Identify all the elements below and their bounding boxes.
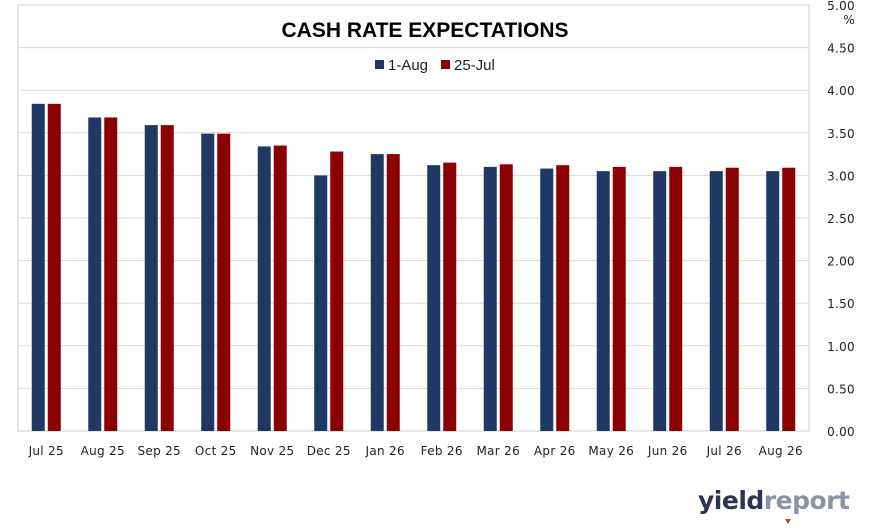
y-tick-label: 1.00 [827, 340, 855, 354]
x-tick-label: Dec 25 [307, 444, 351, 458]
bar-series1 [31, 103, 45, 431]
logo-triangle-icon [785, 519, 791, 524]
x-tick-label: Sep 25 [137, 444, 181, 458]
legend-swatch [441, 60, 450, 69]
legend-label: 1-Aug [388, 57, 428, 74]
bar-series1 [370, 154, 384, 431]
y-tick-label: 2.00 [827, 255, 855, 269]
bar-series2 [104, 117, 118, 432]
bar-series1 [709, 171, 723, 431]
legend-swatch [375, 60, 384, 69]
x-tick-label: Apr 26 [534, 444, 576, 458]
x-tick-label: Aug 26 [759, 444, 803, 458]
bar-series1 [201, 133, 215, 432]
bar-series1 [540, 168, 554, 432]
y-tick-label: 0.50 [827, 382, 855, 396]
y-tick-label: 4.50 [827, 42, 855, 56]
bar-series1 [596, 171, 610, 431]
y-axis-labels: 0.00 0.50 1.00 1.50 2.00 2.50 3.00 3.50 4.00 4.50… [827, 0, 855, 439]
y-tick-label: 4.00 [827, 84, 855, 98]
bar-series1 [653, 171, 667, 431]
y-tick-label: 2.50 [827, 212, 855, 226]
legend: 1-Aug 25-Jul [375, 57, 495, 74]
x-tick-label: Nov 25 [250, 444, 294, 458]
yieldreport-logo: yieldreport [698, 486, 850, 515]
x-axis-labels: Jul 25 Aug 25 Sep 25 Oct 25 Nov 25 Dec 25 Jan … [28, 444, 803, 458]
y-tick-label: 1.50 [827, 297, 855, 311]
bar-series1 [483, 166, 497, 431]
x-tick-label: Jun 26 [647, 444, 688, 458]
bar-series1 [144, 125, 158, 431]
y-tick-label: 3.50 [827, 127, 855, 141]
x-tick-label: Mar 26 [476, 444, 520, 458]
bar-series1 [88, 117, 102, 432]
chart-title: CASH RATE EXPECTATIONS [281, 19, 568, 42]
bar-series2 [47, 103, 61, 431]
logo-part2: report [763, 486, 850, 515]
x-tick-label: Jul 26 [706, 444, 742, 458]
bar-series2 [725, 167, 739, 431]
y-tick-label: 5.00 [827, 0, 855, 13]
legend-label: 25-Jul [454, 57, 495, 74]
bar-series2 [556, 165, 570, 431]
bar-series2 [386, 154, 400, 431]
bar-series2 [612, 166, 626, 431]
x-tick-label: Jul 25 [28, 444, 64, 458]
bar-series1 [314, 175, 328, 431]
x-tick-label: Aug 25 [81, 444, 125, 458]
bar-series1 [766, 171, 780, 431]
bar-series2 [669, 166, 683, 431]
bar-series1 [257, 146, 271, 431]
bar-series2 [330, 151, 344, 431]
y-tick-label: 3.00 [827, 169, 855, 183]
x-tick-label: Feb 26 [421, 444, 463, 458]
bar-series2 [782, 167, 796, 431]
bar-series2 [443, 162, 457, 431]
bar-series2 [499, 164, 513, 431]
bar-series1 [427, 165, 441, 431]
bar-series2 [217, 133, 231, 432]
y-unit-label: % [843, 13, 855, 27]
x-tick-label: Oct 25 [195, 444, 237, 458]
bars [31, 103, 796, 432]
bar-series2 [160, 125, 174, 431]
x-tick-label: May 26 [588, 444, 634, 458]
bar-series2 [273, 145, 287, 431]
x-tick-label: Jan 26 [365, 444, 405, 458]
logo-part1: yield [698, 486, 764, 515]
y-tick-label: 0.00 [827, 425, 855, 439]
